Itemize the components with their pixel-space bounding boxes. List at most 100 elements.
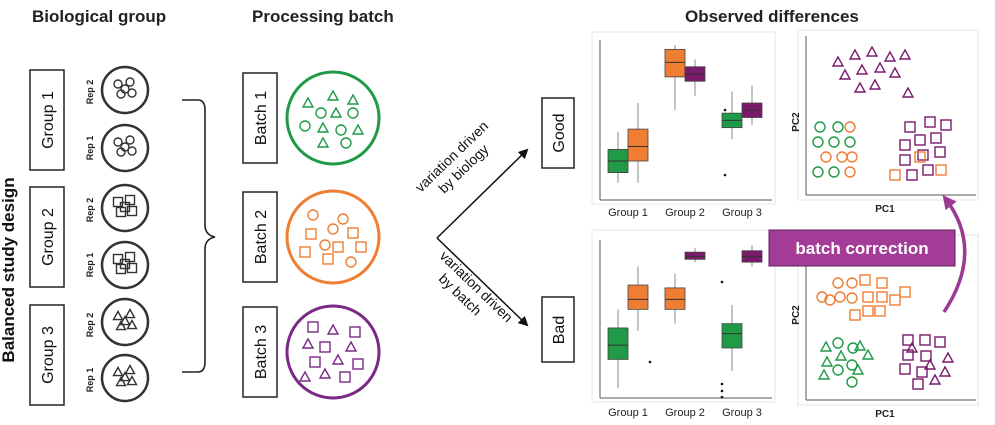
- rep-label-g2-r1: Rep 1: [85, 253, 95, 278]
- pca-point-orange-square: [874, 305, 886, 317]
- rep-label-g3-r1: Rep 1: [85, 368, 95, 393]
- batch-correction-arrow: [942, 194, 967, 313]
- pca-point-orange-square: [876, 277, 888, 289]
- batch-sample-triangle: [316, 136, 330, 148]
- batch-label-2: Batch 2: [253, 210, 270, 264]
- batch-label-1: Batch 1: [253, 91, 270, 145]
- pca-point-orange-square: [859, 274, 871, 286]
- batch-sample-triangle: [316, 121, 330, 133]
- batch-sample-triangle: [298, 370, 312, 382]
- pca-point-purple-triangle: [941, 351, 955, 363]
- group-box-2: Group 2: [29, 186, 65, 288]
- batch-sample-circle: [319, 239, 331, 251]
- batch-circle-1: [285, 70, 381, 166]
- dish-sample-triangle: [124, 308, 136, 319]
- pca-point-green-circle: [828, 136, 840, 148]
- pca-point-purple-triangle: [938, 365, 952, 377]
- pca-point-purple-triangle: [901, 86, 915, 98]
- bad-outlier: [648, 360, 652, 364]
- pca-point-purple-square: [912, 378, 924, 390]
- bad-outlier: [720, 382, 724, 386]
- pca-point-purple-square: [934, 336, 946, 348]
- dish-sample-square: [119, 201, 131, 213]
- pca-point-purple-square: [902, 334, 914, 346]
- pca-point-orange-circle: [846, 151, 858, 163]
- pca-bad-y-label: PC2: [791, 305, 802, 325]
- pca-point-green-triangle: [851, 363, 865, 375]
- batch-circle-2: [285, 189, 381, 285]
- pca-point-purple-triangle: [848, 48, 862, 60]
- pca-point-purple-triangle: [873, 61, 887, 73]
- pca-point-purple-square: [917, 149, 929, 161]
- pca-point-purple-triangle: [831, 55, 845, 67]
- batch-sample-square: [339, 371, 351, 383]
- boxplot-bad-boxes: [607, 245, 763, 388]
- pca-point-purple-square: [914, 134, 926, 146]
- batch-sample-square: [309, 356, 321, 368]
- pca-point-purple-triangle: [898, 48, 912, 60]
- replicate-dish: [100, 123, 150, 173]
- batch-sample-square: [352, 358, 364, 370]
- batch-box-2: Batch 2: [242, 191, 278, 283]
- pca-point-purple-triangle: [868, 78, 882, 90]
- pca-point-orange-square: [935, 164, 947, 176]
- box-orange-group1: [627, 128, 649, 162]
- dish-sample-circle: [113, 137, 123, 147]
- good-outlier: [723, 173, 727, 177]
- pca-point-orange-circle: [846, 277, 858, 289]
- pca-point-green-triangle: [819, 340, 833, 352]
- pca-point-green-triangle: [861, 348, 875, 360]
- batch-sample-triangle: [326, 89, 340, 101]
- bad-tick-group-3: Group 3: [722, 407, 762, 419]
- dish-sample-circle: [113, 79, 123, 89]
- pca-point-purple-triangle: [838, 68, 852, 80]
- batch-sample-triangle: [346, 93, 360, 105]
- dish-sample-triangle: [119, 315, 131, 326]
- replicate-dish: [100, 297, 150, 347]
- dish-sample-triangle: [124, 364, 136, 375]
- pca-point-green-circle: [832, 337, 844, 349]
- batch-box-1: Batch 1: [242, 72, 278, 164]
- group-label-3: Group 3: [40, 326, 57, 384]
- pca-good-points: [812, 45, 952, 181]
- box-green-group1: [607, 327, 629, 360]
- pca-point-purple-square: [899, 363, 911, 375]
- arrow-to-good: [436, 148, 529, 239]
- pca-point-green-circle: [814, 121, 826, 133]
- dish-sample-circle: [125, 135, 135, 145]
- group-box-1: Group 1: [29, 69, 65, 171]
- bad-tick-group-1: Group 1: [608, 407, 648, 419]
- outcome-bad-label: Bad: [551, 316, 568, 344]
- pca-point-purple-square: [920, 350, 932, 362]
- pca-point-purple-triangle: [905, 341, 919, 353]
- batch-sample-circle: [340, 137, 352, 149]
- pca-point-purple-triangle: [853, 81, 867, 93]
- batch-sample-square: [332, 241, 344, 253]
- good-tick-group-2: Group 2: [665, 207, 705, 219]
- pca-point-purple-triangle: [888, 66, 902, 78]
- batch-sample-triangle: [326, 323, 340, 335]
- pca-point-green-circle: [846, 376, 858, 388]
- batch-sample-triangle: [351, 123, 365, 135]
- replicate-dishes: [100, 65, 150, 403]
- pca-bad-points: [816, 274, 955, 390]
- batch-sample-circle: [347, 107, 359, 119]
- box-orange-group1: [627, 284, 649, 310]
- good-outlier: [723, 108, 727, 112]
- dish-sample-triangle: [115, 376, 127, 387]
- boxplot-good-boxes: [607, 45, 763, 183]
- pca-point-orange-square: [849, 309, 861, 321]
- boxplot-good-panel: Group 1 Group 2 Group 3: [591, 31, 776, 219]
- batch-sample-triangle: [331, 353, 345, 365]
- dish-sample-triangle: [112, 366, 124, 377]
- pca-point-orange-circle: [844, 121, 856, 133]
- batch-correction-label: batch correction: [795, 239, 928, 258]
- dish-sample-triangle: [112, 310, 124, 321]
- outcome-good-label: Good: [551, 113, 568, 152]
- rep-label-g1-r2: Rep 2: [85, 80, 95, 105]
- good-tick-group-3: Group 3: [722, 207, 762, 219]
- batch-sample-triangle: [329, 106, 343, 118]
- batch-arrow-label: variation driven by batch: [436, 248, 516, 325]
- pca-point-orange-circle: [816, 291, 828, 303]
